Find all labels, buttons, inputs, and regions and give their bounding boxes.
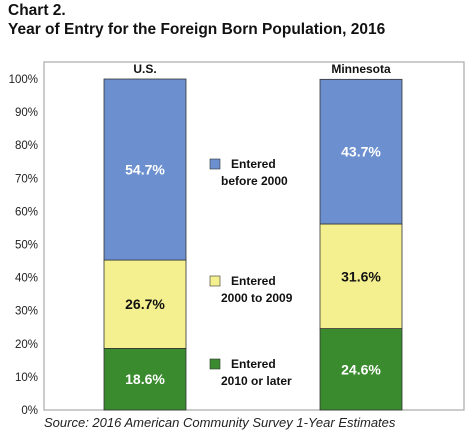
- legend-label: 2010 or later: [221, 374, 292, 388]
- category-label: Minnesota: [331, 62, 391, 76]
- data-label: 43.7%: [341, 144, 381, 160]
- bar-segment: [319, 223, 403, 329]
- chart-title-line1: Chart 2.: [8, 2, 66, 19]
- bar-segment: [319, 328, 403, 411]
- legend-swatch: [209, 275, 221, 287]
- legend-label: 2000 to 2009: [221, 291, 293, 305]
- y-tick-label: 0%: [21, 405, 38, 417]
- y-tick-label: 30%: [15, 306, 38, 318]
- legend-label: Entered: [231, 157, 276, 171]
- legend-swatch: [209, 158, 221, 170]
- chart-title-line2: Year of Entry for the Foreign Born Popul…: [8, 21, 386, 38]
- y-tick-label: 40%: [15, 273, 38, 285]
- data-label: 54.7%: [125, 162, 165, 178]
- y-tick-label: 20%: [15, 339, 38, 351]
- bar-segment: [103, 348, 187, 411]
- legend-label: before 2000: [221, 174, 288, 188]
- bar-segment: [103, 78, 187, 261]
- category-label: U.S.: [133, 62, 156, 76]
- y-tick-label: 50%: [15, 240, 38, 252]
- bar-segment: [103, 259, 187, 349]
- y-tick-label: 100%: [9, 74, 38, 86]
- plot-frame: [43, 61, 465, 411]
- legend-label: Entered: [231, 274, 276, 288]
- data-label: 24.6%: [341, 361, 381, 377]
- y-tick-label: 90%: [15, 107, 38, 119]
- y-tick-label: 10%: [15, 372, 38, 384]
- y-tick-label: 70%: [15, 173, 38, 185]
- y-tick-label: 80%: [15, 140, 38, 152]
- legend-label: Entered: [231, 357, 276, 371]
- source-note: Source: 2016 American Community Survey 1…: [44, 415, 396, 430]
- data-label: 26.7%: [125, 296, 165, 312]
- bar-segment: [319, 78, 403, 225]
- data-label: 31.6%: [341, 268, 381, 284]
- data-label: 18.6%: [125, 371, 165, 387]
- legend-swatch: [209, 358, 221, 370]
- y-tick-label: 60%: [15, 206, 38, 218]
